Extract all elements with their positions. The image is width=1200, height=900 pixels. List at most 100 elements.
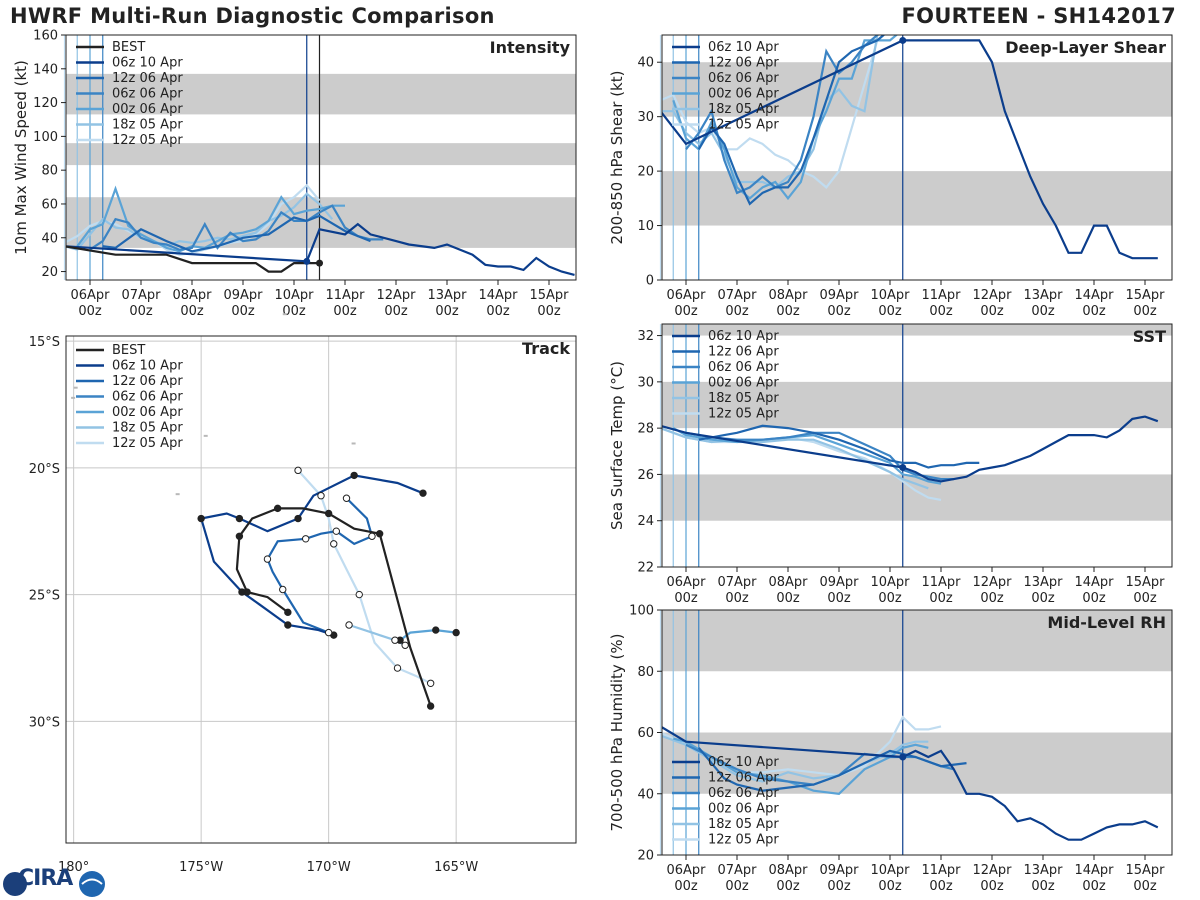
- intensity-xtick-hour: 00z: [333, 304, 357, 319]
- track-marker: [368, 532, 376, 540]
- logo-swirl: [81, 878, 103, 885]
- sst-legend-label: 18z 05 Apr: [708, 391, 779, 406]
- track-marker: [391, 636, 399, 644]
- sst-xtick-day: 08Apr: [768, 575, 808, 590]
- shear-xtick-day: 07Apr: [717, 288, 757, 303]
- shear-xtick-hour: 00z: [980, 304, 1004, 319]
- rh-xtick-hour: 00z: [1133, 879, 1157, 894]
- track-marker: [235, 514, 244, 523]
- track-legend-label: 06z 06 Apr: [112, 390, 183, 405]
- track-marker: [426, 702, 435, 710]
- sst-ytick-label: 28: [637, 422, 654, 437]
- shear-legend-label: 12z 06 Apr: [708, 56, 779, 71]
- intensity-analysis-marker: [303, 257, 311, 265]
- intensity-xtick-hour: 00z: [384, 304, 408, 319]
- track-marker: [263, 555, 272, 563]
- rh-xtick-day: 10Apr: [870, 863, 910, 878]
- track-lon-label: 170°W: [307, 860, 351, 875]
- shear-xtick-hour: 00z: [674, 304, 698, 319]
- track-lon-label: 165°W: [434, 860, 478, 875]
- track-marker: [345, 621, 353, 629]
- shear-series-line: [697, 35, 886, 206]
- sst-xtick-hour: 00z: [929, 591, 953, 606]
- shear-xtick-day: 13Apr: [1023, 288, 1063, 303]
- intensity-legend-label: 06z 06 Apr: [112, 87, 183, 102]
- rh-series-line: [697, 747, 967, 792]
- rh-xtick-day: 06Apr: [666, 863, 706, 878]
- shear-ytick-label: 30: [637, 110, 654, 125]
- track-marker: [317, 492, 325, 500]
- intensity-band: [66, 143, 576, 166]
- sst-xtick-hour: 00z: [1031, 591, 1055, 606]
- shear-xtick-day: 11Apr: [921, 288, 961, 303]
- intensity-series-line: [66, 245, 320, 273]
- intensity-xtick-day: 07Apr: [121, 288, 161, 303]
- sst-xtick-hour: 00z: [878, 591, 902, 606]
- intensity-ytick-label: 60: [41, 197, 58, 212]
- rh-panel: 2040608010006Apr00z07Apr00z08Apr00z09Apr…: [608, 604, 1173, 894]
- shear-ytick-label: 10: [637, 219, 654, 234]
- intensity-series-line: [66, 192, 334, 251]
- intensity-panel: 2040608010012014016006Apr00z07Apr00z08Ap…: [12, 29, 577, 319]
- intensity-xtick-day: 12Apr: [376, 288, 416, 303]
- shear-series-line: [672, 35, 899, 201]
- track-title: Track: [522, 339, 570, 358]
- shear-xtick-day: 09Apr: [819, 288, 859, 303]
- shear-xtick-day: 08Apr: [768, 288, 808, 303]
- rh-title: Mid-Level RH: [1047, 613, 1166, 632]
- rh-ytick-label: 80: [637, 665, 654, 680]
- shear-ytick-label: 20: [637, 165, 654, 180]
- track-marker: [332, 527, 340, 535]
- track-lon-label: 180°: [58, 860, 89, 875]
- track-marker: [350, 471, 358, 480]
- track-marker: [419, 489, 427, 497]
- rh-xtick-hour: 00z: [929, 879, 953, 894]
- track-lat-label: 25°S: [29, 589, 60, 604]
- sst-frame: [661, 323, 1173, 568]
- intensity-xtick-hour: 00z: [537, 304, 561, 319]
- track-lat-label: 15°S: [29, 335, 60, 350]
- rh-xtick-day: 14Apr: [1074, 863, 1114, 878]
- rh-legend-label: 12z 06 Apr: [708, 771, 779, 786]
- track-legend-label: BEST: [112, 343, 145, 358]
- shear-xtick-hour: 00z: [929, 304, 953, 319]
- sst-xtick-day: 06Apr: [666, 575, 706, 590]
- sst-xtick-hour: 00z: [725, 591, 749, 606]
- track-line: [297, 469, 432, 685]
- shear-xtick-day: 15Apr: [1125, 288, 1165, 303]
- shear-panel: 01020304006Apr00z07Apr00z08Apr00z09Apr00…: [608, 34, 1173, 319]
- track-marker: [238, 588, 246, 596]
- shear-xtick-hour: 00z: [1133, 304, 1157, 319]
- track-legend-label: 06z 10 Apr: [112, 359, 183, 374]
- rh-xtick-hour: 00z: [878, 879, 902, 894]
- logo-circle-left: [3, 872, 27, 896]
- shear-legend-label: 06z 06 Apr: [708, 71, 779, 86]
- track-island: [71, 396, 76, 399]
- rh-xtick-day: 07Apr: [717, 863, 757, 878]
- intensity-series-line: [66, 222, 575, 276]
- track-lat-label: 20°S: [29, 462, 60, 477]
- track-marker: [324, 628, 333, 637]
- shear-series-line: [685, 35, 881, 195]
- intensity-xtick-hour: 00z: [129, 304, 153, 319]
- intensity-legend-label: 12z 06 Apr: [112, 71, 183, 86]
- track-marker: [426, 679, 435, 687]
- intensity-xtick-day: 08Apr: [172, 288, 212, 303]
- intensity-band: [66, 73, 576, 115]
- rh-xtick-hour: 00z: [1082, 879, 1106, 894]
- rh-xtick-day: 12Apr: [972, 863, 1012, 878]
- sst-title: SST: [1133, 327, 1166, 346]
- intensity-series-line: [102, 214, 371, 253]
- track-marker: [330, 540, 338, 548]
- rh-band: [662, 610, 1172, 672]
- shear-frame: [661, 34, 1173, 281]
- track-marker: [452, 628, 460, 637]
- intensity-xtick-day: 10Apr: [274, 288, 314, 303]
- sst-xtick-day: 13Apr: [1023, 575, 1063, 590]
- track-marker: [284, 621, 292, 629]
- shear-band: [662, 62, 1172, 117]
- intensity-legend-label: BEST: [112, 40, 145, 55]
- intensity-xtick-hour: 00z: [486, 304, 510, 319]
- sst-series-line: [685, 431, 954, 481]
